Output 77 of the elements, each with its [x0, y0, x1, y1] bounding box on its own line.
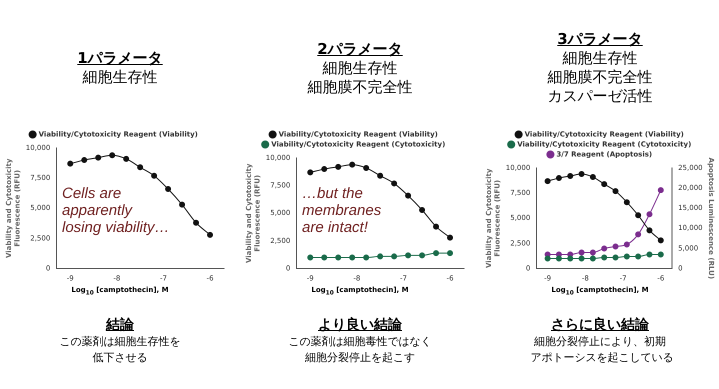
point [377, 172, 384, 179]
point [349, 254, 356, 261]
point [624, 254, 630, 260]
point [567, 173, 574, 180]
text: この薬剤は細胞生存性を低下させる [58, 334, 182, 366]
chart-subtitle: 細胞生存性細胞膜不完全性 [306, 58, 414, 96]
chart-title: 3パラメータ [557, 30, 643, 49]
point [601, 245, 608, 252]
point [165, 186, 172, 192]
point [447, 250, 454, 256]
point [635, 212, 642, 218]
text: 結論 [104, 316, 135, 334]
point [81, 157, 88, 164]
text: 細胞分裂停止により、初期アポトーシスを起こしている [530, 334, 674, 366]
point [590, 250, 596, 256]
point [137, 164, 144, 170]
point [646, 227, 652, 234]
annotation: Cells are apparently losing viability… [62, 185, 170, 236]
point [391, 253, 398, 260]
point [123, 156, 130, 162]
point [433, 224, 440, 230]
point [193, 220, 200, 226]
point [405, 252, 412, 258]
point [612, 243, 619, 250]
chart-title: 2パラメータ [317, 40, 403, 58]
point [335, 164, 342, 170]
point [207, 232, 214, 238]
point [556, 175, 562, 182]
point [578, 250, 585, 256]
point [363, 254, 370, 261]
point [601, 254, 608, 261]
point [624, 199, 630, 206]
point [321, 254, 328, 261]
point [578, 256, 585, 262]
point [109, 152, 116, 158]
point [556, 256, 562, 262]
point [179, 202, 186, 208]
point [321, 166, 328, 172]
point [612, 254, 619, 261]
text: より良い結論 [317, 316, 403, 334]
point [601, 181, 608, 188]
point [363, 164, 370, 171]
point [590, 256, 596, 262]
point [151, 172, 158, 179]
point [658, 187, 664, 194]
chart-title: 1パラメータ [77, 49, 163, 68]
point [95, 154, 102, 161]
point [635, 231, 642, 238]
text: さらに良い結論 [550, 316, 650, 334]
point [391, 180, 398, 186]
point [567, 256, 574, 262]
point [544, 256, 551, 262]
point [335, 254, 342, 261]
point [67, 160, 74, 167]
point [646, 211, 652, 218]
point [624, 241, 630, 248]
chart-subtitle: 細胞生存性 [82, 68, 158, 87]
point [658, 252, 664, 258]
point [307, 254, 314, 261]
point [578, 171, 585, 178]
point [612, 188, 619, 194]
point [307, 169, 314, 176]
annotation: …but the membranes are intact! [302, 185, 382, 236]
point [419, 206, 426, 213]
point [433, 250, 440, 256]
point [658, 237, 664, 244]
point [646, 252, 652, 258]
point [590, 174, 596, 180]
point [377, 253, 384, 260]
chart-subtitle: 細胞生存性細胞膜不完全性カスパーゼ活性 [546, 49, 654, 106]
text: この薬剤は細胞毒性ではなく細胞分裂停止を起こす [288, 334, 432, 366]
point [447, 234, 454, 241]
point [544, 178, 551, 184]
point [405, 192, 412, 199]
point [419, 252, 426, 258]
point [349, 162, 356, 168]
point [635, 254, 642, 260]
